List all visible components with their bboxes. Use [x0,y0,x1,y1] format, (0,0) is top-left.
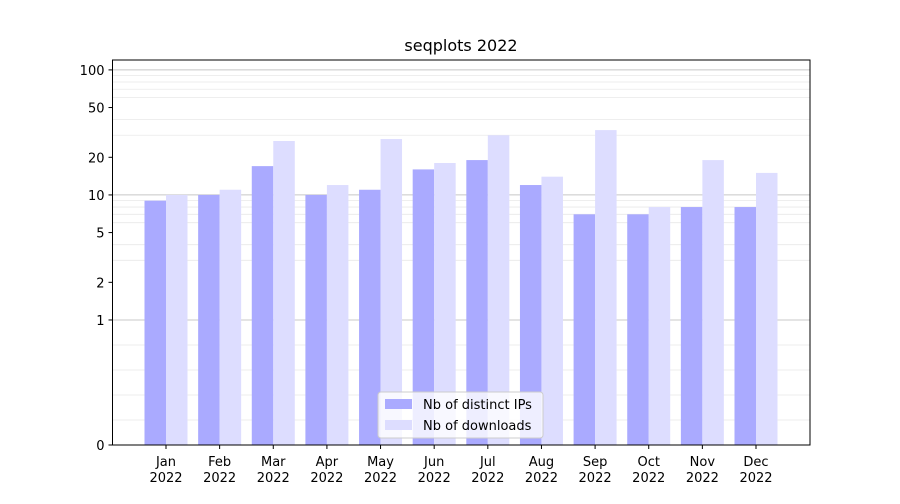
bar-downloads [166,194,188,445]
x-tick-label-month: Nov [690,455,716,470]
x-tick-label-year: 2022 [471,471,504,486]
bar-downloads [756,172,778,445]
bar-downloads [487,135,510,445]
bar-distinct-ips [466,160,488,445]
x-tick-label-year: 2022 [525,471,558,486]
bar-downloads [273,140,295,445]
bar-distinct-ips [573,214,596,445]
legend-label: Nb of downloads [423,419,532,434]
bar-distinct-ips [305,194,327,445]
y-tick-label: 0 [96,439,104,454]
bar-downloads [648,207,671,445]
bar-downloads [434,163,456,445]
bar-distinct-ips [412,169,435,445]
plot-frame [112,59,811,446]
x-tick-label-year: 2022 [364,471,397,486]
bar-downloads [326,185,349,445]
x-tick-label-year: 2022 [579,471,612,486]
x-tick-label-month: May [367,455,394,470]
x-tick-label-month: Jan [155,455,176,470]
y-tick-label: 20 [88,151,105,166]
bar-distinct-ips [627,214,649,445]
x-tick-label-year: 2022 [739,471,772,486]
bar-distinct-ips [734,207,756,445]
x-tick-label-month: Apr [316,455,339,470]
bar-downloads [702,160,724,445]
x-tick-label-year: 2022 [686,471,719,486]
y-tick-label: 10 [88,189,105,204]
y-tick-label: 1 [96,314,104,329]
x-tick-label-month: Mar [261,455,286,470]
x-tick-label-month: Sep [583,455,608,470]
bar-downloads [219,189,242,445]
bar-downloads [380,139,403,445]
x-tick-label-month: Feb [208,455,231,470]
bar-distinct-ips [198,194,220,445]
y-tick-label: 100 [80,64,105,79]
x-tick-label-month: Oct [637,455,659,470]
x-tick-label-year: 2022 [203,471,236,486]
bar-distinct-ips [519,185,542,445]
x-tick-label-year: 2022 [257,471,290,486]
legend-label: Nb of distinct IPs [423,398,532,413]
y-tick-label: 5 [96,227,104,242]
bar-distinct-ips [144,200,166,445]
bar-distinct-ips [251,166,274,445]
x-tick-label-year: 2022 [149,471,182,486]
y-tick-label: 2 [96,276,104,291]
bar-distinct-ips [680,207,703,445]
x-tick-label-month: Aug [529,455,554,470]
legend-box [377,391,544,439]
bar-distinct-ips [359,189,381,445]
bar-downloads [541,176,563,445]
chart-title: seqplots 2022 [404,36,517,55]
x-tick-label-month: Jun [423,455,444,470]
x-tick-label-month: Jul [479,455,496,470]
legend-swatch [385,420,412,430]
x-tick-label-year: 2022 [310,471,343,486]
bar-downloads [595,130,617,445]
y-tick-label: 50 [88,102,105,117]
x-tick-label-year: 2022 [418,471,451,486]
x-tick-label-month: Dec [743,455,768,470]
legend-swatch [385,399,412,409]
x-tick-label-year: 2022 [632,471,665,486]
